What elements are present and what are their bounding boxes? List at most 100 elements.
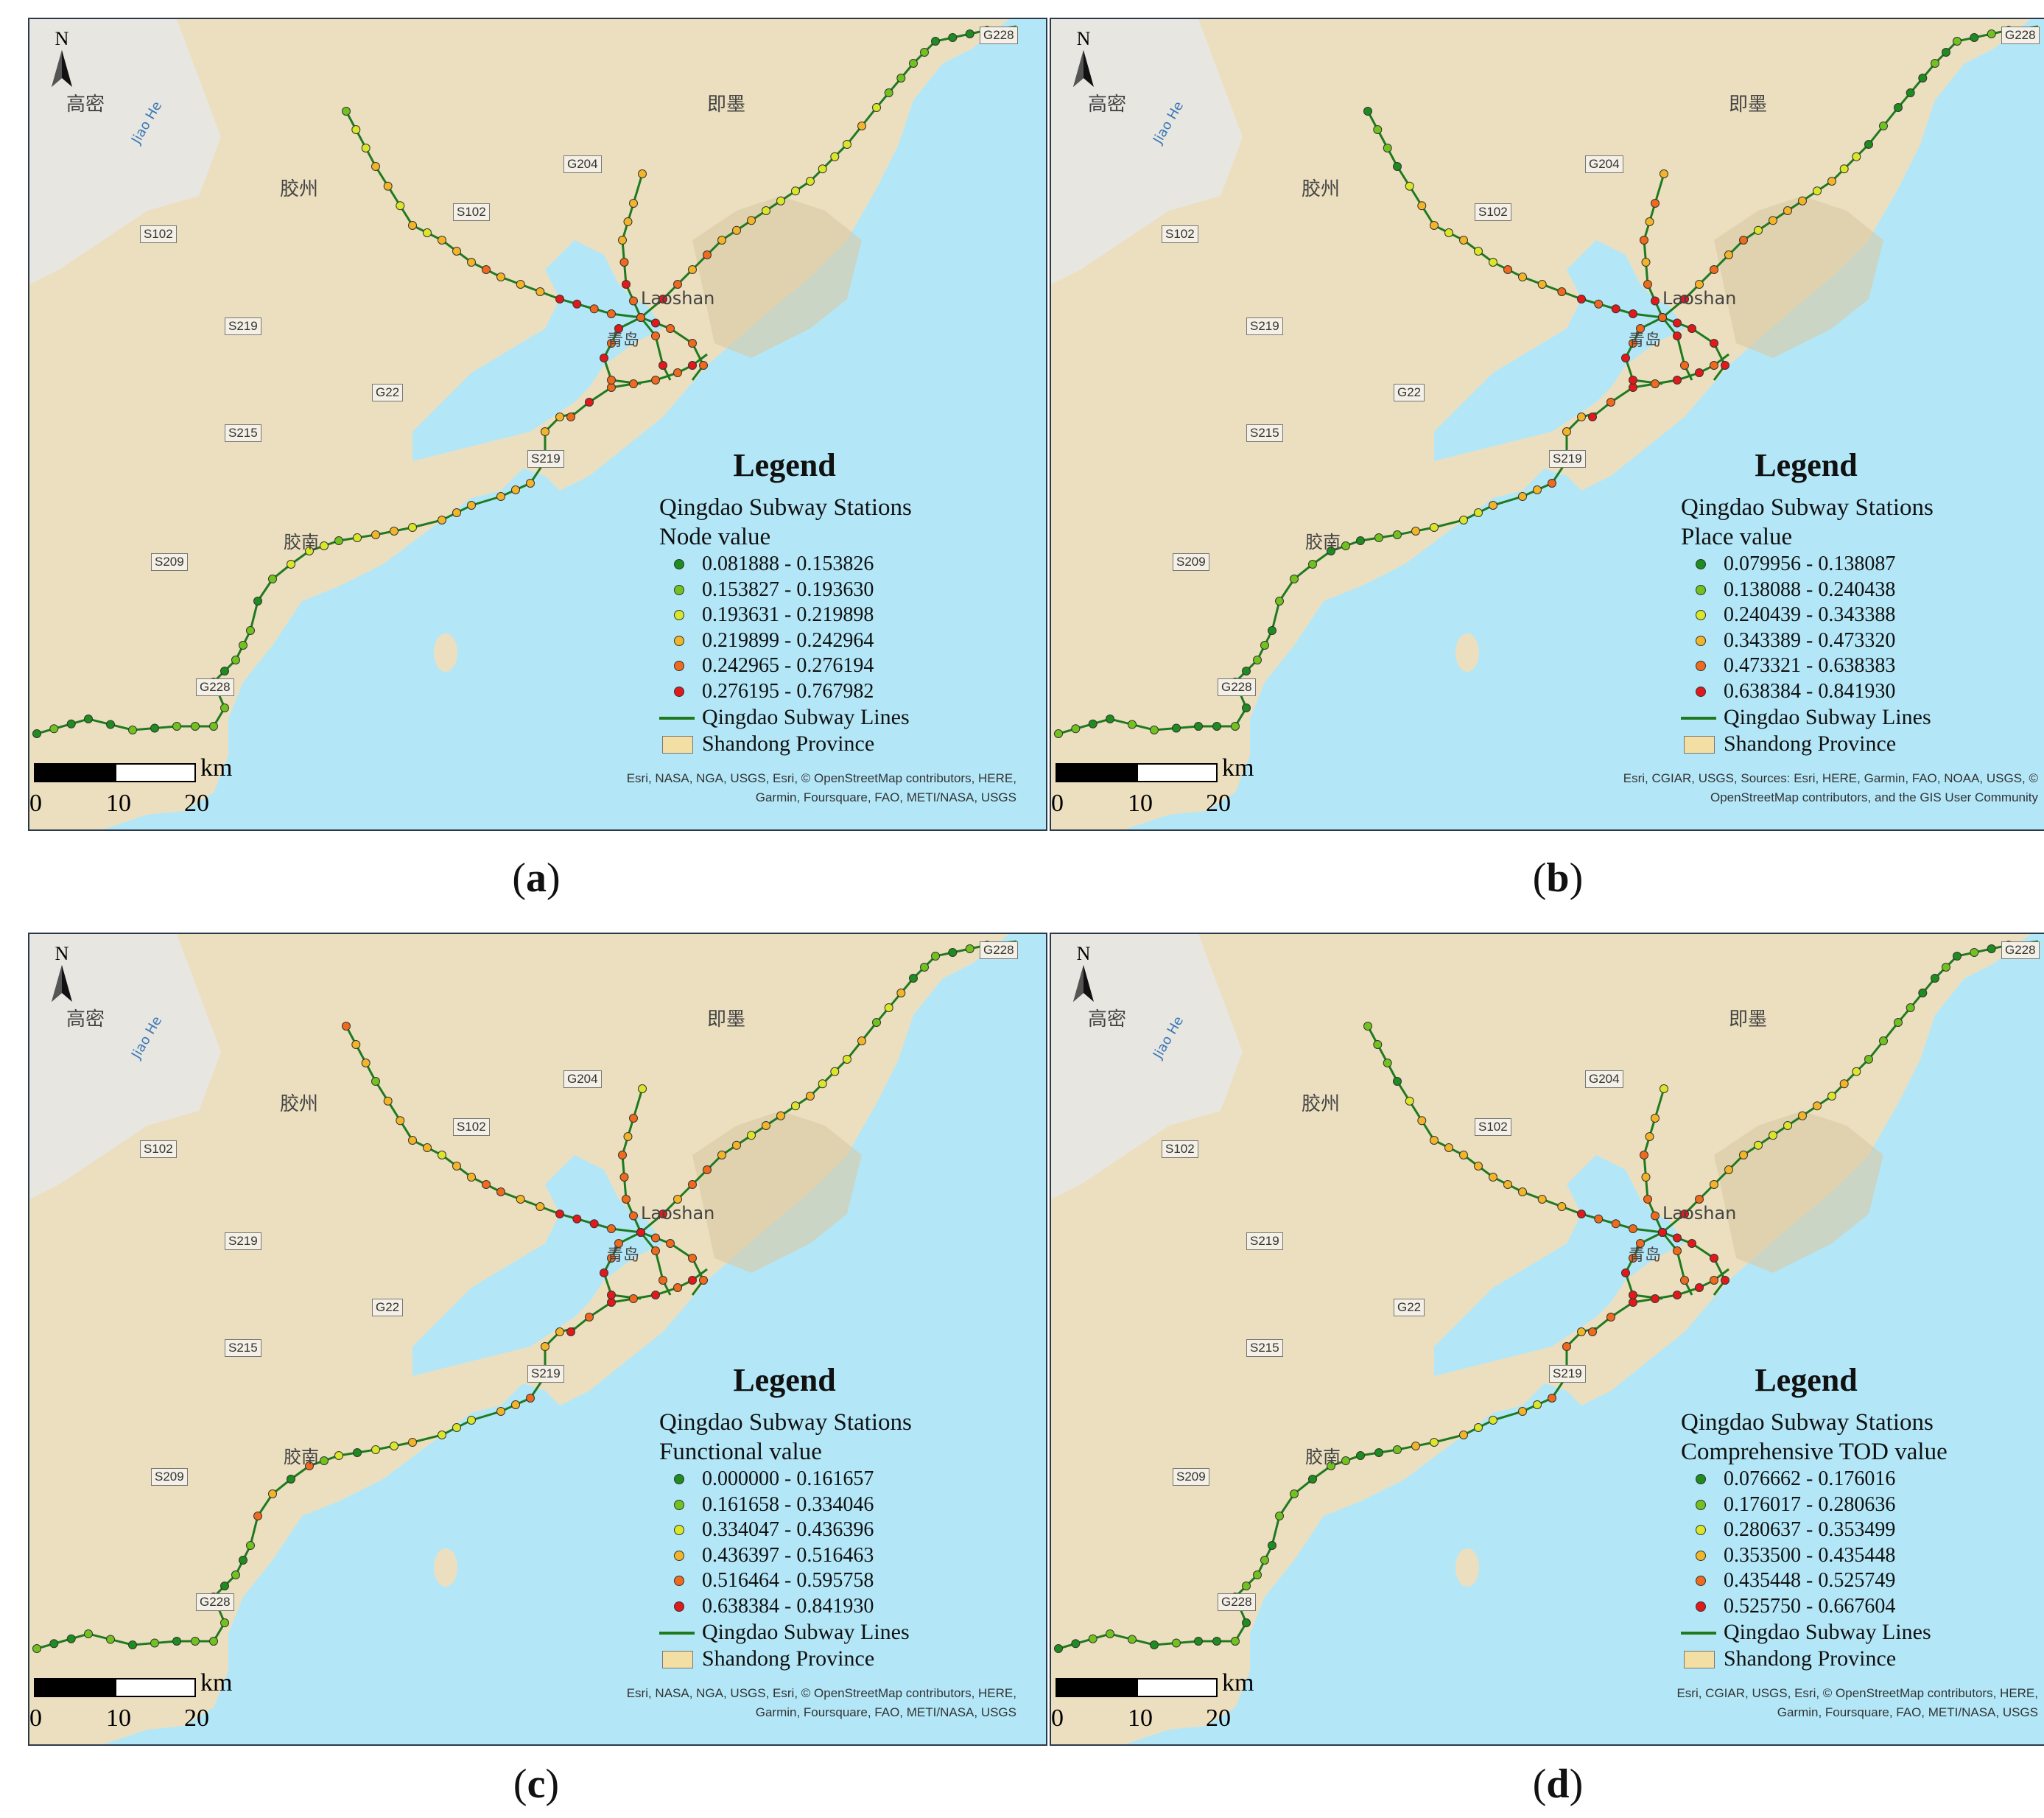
subway-station: [1710, 339, 1718, 348]
subway-station: [1071, 724, 1081, 734]
subway-station: [1231, 1637, 1240, 1646]
basemap: [1051, 934, 2044, 1744]
subway-station: [688, 1276, 697, 1285]
scale-unit: km: [200, 1669, 233, 1696]
subway-station: [1242, 1582, 1251, 1590]
subway-station: [1687, 1239, 1696, 1248]
subway-station: [49, 1639, 59, 1649]
subway-station: [49, 724, 59, 734]
legend-symbol: [674, 635, 684, 646]
jiaozhou-bay: [1434, 1155, 1685, 1376]
subway-station: [438, 1151, 446, 1159]
subway-station: [287, 1475, 295, 1484]
subway-station: [334, 1451, 343, 1460]
legend-range: 0.153827 - 0.193630: [702, 578, 874, 601]
subway-station: [1194, 1637, 1203, 1646]
road-shield: S219: [1549, 450, 1586, 468]
scale-bar: km 0 10 20: [29, 1669, 255, 1741]
legend-symbol: [1696, 686, 1706, 697]
subway-station: [351, 1040, 361, 1049]
attribution-line: Esri, CGIAR, USGS, Sources: Esri, HERE, …: [1623, 771, 2038, 785]
subway-station: [371, 1077, 380, 1086]
subway-station: [1275, 597, 1284, 606]
subway-station: [1641, 1173, 1651, 1182]
subway-station: [1106, 1629, 1114, 1638]
legend-layer-name: Qingdao Subway Stations: [659, 1409, 912, 1436]
legend-class: 0.334047 - 0.436396: [659, 1517, 1042, 1543]
subway-station: [1341, 1456, 1350, 1465]
subway-station: [396, 1116, 405, 1126]
subway-station: [1393, 530, 1402, 539]
subway-station: [1383, 1059, 1392, 1067]
subway-station: [209, 1637, 218, 1646]
legend-lines: Qingdao Subway Lines: [659, 1619, 1042, 1646]
legend-range: 0.638384 - 0.841930: [702, 1594, 874, 1618]
basemap: [29, 934, 1046, 1744]
subway-station: [1721, 361, 1729, 370]
subway-station: [1194, 722, 1203, 731]
subway-station: [496, 492, 505, 501]
subway-station: [305, 1461, 314, 1470]
subway-station: [1724, 1165, 1733, 1174]
place-label-jiaozhou: 胶州: [280, 1093, 319, 1115]
subway-station: [1588, 1327, 1597, 1336]
subway-station: [920, 963, 929, 972]
subway-station: [1970, 948, 1979, 957]
island: [434, 634, 457, 672]
subway-station: [1562, 427, 1571, 436]
subway-station: [1827, 1092, 1836, 1101]
subway-station: [231, 656, 240, 664]
legend: Legend Qingdao Subway Stations Place value…: [1681, 446, 2044, 757]
subway-station: [1680, 1276, 1689, 1285]
basemap: [1051, 19, 2044, 829]
subway-station: [948, 33, 958, 42]
subway-station: [607, 1298, 616, 1307]
place-label-gaomi: 高密: [1088, 1008, 1127, 1031]
subway-station: [629, 1211, 638, 1221]
subway-station: [1710, 1254, 1718, 1263]
subway-station: [618, 1151, 627, 1159]
subway-station: [1411, 1442, 1420, 1450]
legend-range: 0.161658 - 0.334046: [702, 1492, 874, 1516]
subway-station: [818, 164, 827, 174]
subway-station: [1651, 379, 1660, 388]
subway-station: [1695, 280, 1704, 289]
subway-station: [1172, 1638, 1181, 1648]
road-shield: G204: [1585, 155, 1623, 173]
subway-station: [699, 1276, 708, 1285]
jiaozhou-bay: [1434, 240, 1685, 461]
subway-station: [1629, 383, 1637, 392]
scale-tick: 20: [1206, 790, 1231, 817]
legend-symbol: [1696, 661, 1706, 671]
place-label-qingdao: 青岛: [607, 331, 640, 350]
road-shield: S102: [1162, 1140, 1198, 1158]
subway-station: [1953, 37, 1962, 46]
subway-station: [651, 331, 660, 340]
legend-range: 0.276195 - 0.767982: [702, 679, 874, 703]
place-label-laoshan: Laoshan: [1662, 288, 1737, 309]
legend-class: 0.153827 - 0.193630: [659, 578, 1042, 603]
subway-station: [622, 1195, 631, 1204]
map-panel-b: N 高密 即墨 胶州 Laoshan 青岛 胶南 Jiao He G204 S102 S102 S21…: [1050, 18, 2044, 831]
legend-range: 0.638384 - 0.841930: [1724, 679, 1896, 703]
subway-station: [1308, 1475, 1317, 1484]
subway-station: [1710, 265, 1718, 274]
subway-station: [673, 280, 682, 289]
subway-station: [390, 1442, 398, 1450]
subway-station: [1417, 201, 1427, 211]
subway-station: [239, 641, 247, 650]
legend-symbol: [674, 1576, 684, 1586]
subway-station: [1754, 1140, 1763, 1150]
legend-class: 0.138088 - 0.240438: [1681, 578, 2044, 603]
subway-station: [1577, 413, 1586, 421]
scale-tick: 0: [1051, 1705, 1064, 1732]
subway-station: [607, 339, 616, 348]
subway-line: [640, 940, 1017, 1234]
subway-station: [438, 1431, 446, 1439]
subway-station: [106, 1635, 115, 1644]
north-arrow-icon: N: [1069, 28, 1113, 94]
subway-station: [607, 383, 616, 392]
scale-unit: km: [1222, 1669, 1254, 1696]
legend-symbol: [674, 1525, 684, 1535]
legend-symbol: [674, 610, 684, 620]
